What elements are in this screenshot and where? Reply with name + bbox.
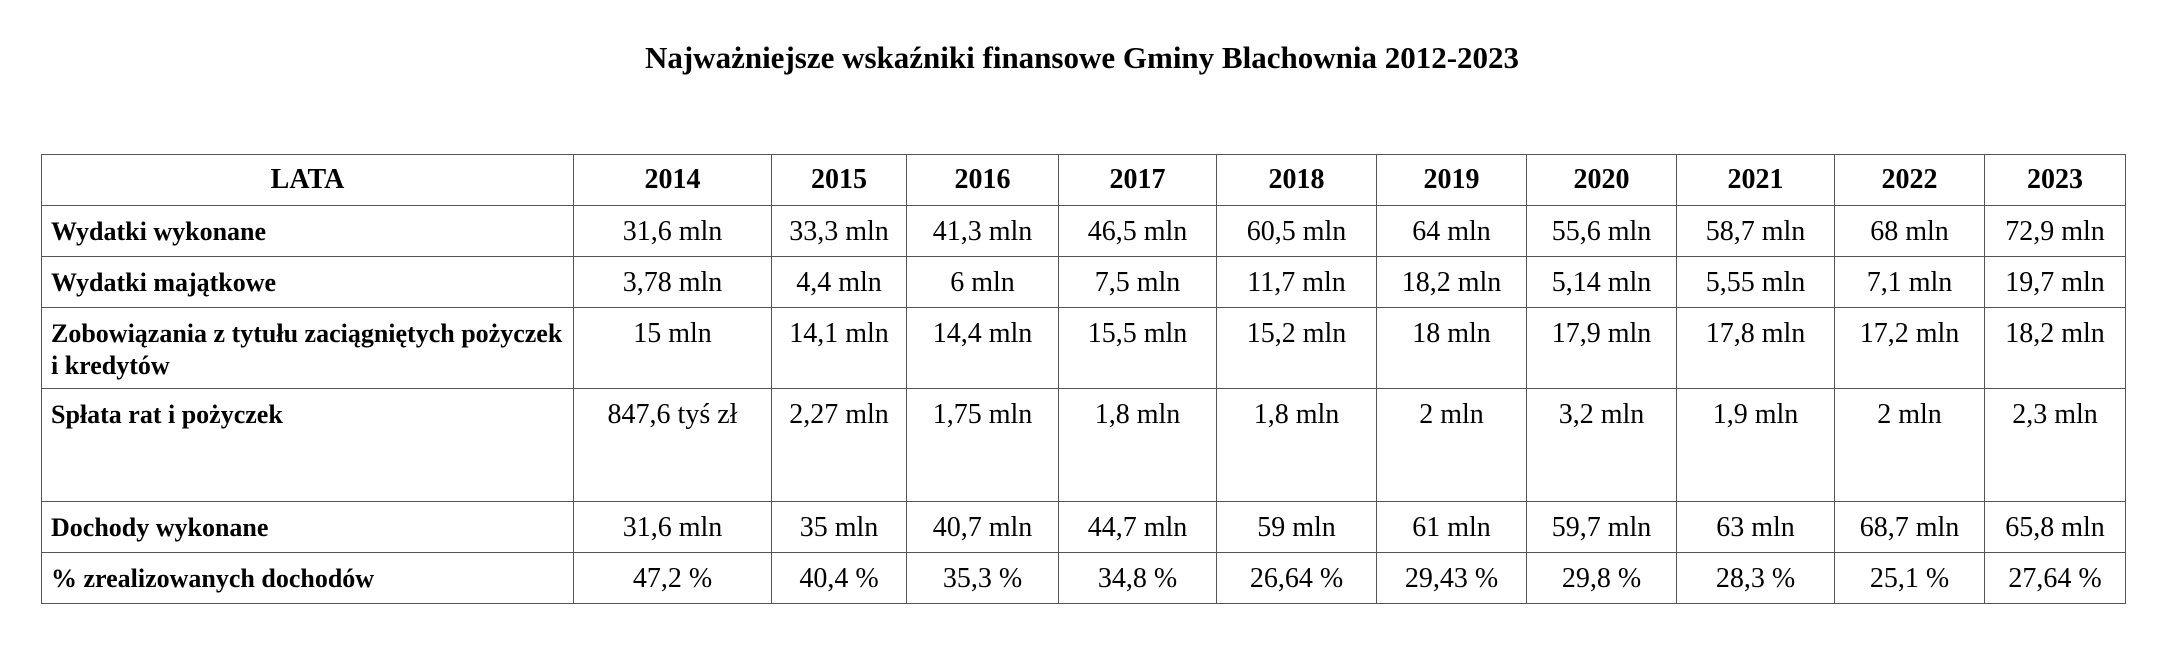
row-label: Spłata rat i pożyczek [41,388,574,502]
table-cell: 1,75 mln [906,388,1059,502]
year-header: 2015 [771,154,907,206]
table-cell: 17,9 mln [1526,307,1677,389]
table-cell: 1,8 mln [1058,388,1217,502]
table-cell: 2,3 mln [1984,388,2126,502]
row-label: Wydatki majątkowe [41,256,574,308]
table-cell: 68 mln [1834,205,1985,257]
year-header: 2020 [1526,154,1677,206]
table-cell: 847,6 tyś zł [573,388,772,502]
year-header: 2018 [1216,154,1377,206]
table-cell: 59,7 mln [1526,501,1677,553]
table-cell: 46,5 mln [1058,205,1217,257]
table-row: Zobowiązania z tytułu zaciągniętych poży… [41,307,2126,389]
table-cell: 1,8 mln [1216,388,1377,502]
table-cell: 35,3 % [906,552,1059,604]
table-cell: 17,2 mln [1834,307,1985,389]
table-cell: 25,1 % [1834,552,1985,604]
table-cell: 44,7 mln [1058,501,1217,553]
year-header: 2017 [1058,154,1217,206]
table-row: Wydatki wykonane 31,6 mln 33,3 mln 41,3 … [41,205,2126,257]
table-cell: 28,3 % [1676,552,1835,604]
table-cell: 59 mln [1216,501,1377,553]
table-cell: 47,2 % [573,552,772,604]
table-cell: 34,8 % [1058,552,1217,604]
table-cell: 3,78 mln [573,256,772,308]
table-cell: 6 mln [906,256,1059,308]
table-cell: 1,9 mln [1676,388,1835,502]
table-cell: 35 mln [771,501,907,553]
table-cell: 18,2 mln [1984,307,2126,389]
table-cell: 7,5 mln [1058,256,1217,308]
table-cell: 29,43 % [1376,552,1527,604]
table-cell: 14,1 mln [771,307,907,389]
table-cell: 40,7 mln [906,501,1059,553]
table-cell: 64 mln [1376,205,1527,257]
table-cell: 41,3 mln [906,205,1059,257]
header-label: LATA [41,154,574,206]
page-title: Najważniejsze wskaźniki finansowe Gminy … [644,40,1520,75]
table-cell: 68,7 mln [1834,501,1985,553]
table-cell: 5,14 mln [1526,256,1677,308]
table-cell: 18 mln [1376,307,1527,389]
table-cell: 72,9 mln [1984,205,2126,257]
table-cell: 55,6 mln [1526,205,1677,257]
year-header: 2019 [1376,154,1527,206]
table-cell: 31,6 mln [573,501,772,553]
table-cell: 29,8 % [1526,552,1677,604]
table-cell: 31,6 mln [573,205,772,257]
table-cell: 17,8 mln [1676,307,1835,389]
table-cell: 11,7 mln [1216,256,1377,308]
table-row: % zrealizowanych dochodów 47,2 % 40,4 % … [41,552,2126,604]
row-label: % zrealizowanych dochodów [41,552,574,604]
year-header: 2016 [906,154,1059,206]
table-cell: 19,7 mln [1984,256,2126,308]
table-row: Spłata rat i pożyczek 847,6 tyś zł 2,27 … [41,388,2126,502]
table-row: Dochody wykonane 31,6 mln 35 mln 40,7 ml… [41,501,2126,553]
table-cell: 2 mln [1376,388,1527,502]
table-row: Wydatki majątkowe 3,78 mln 4,4 mln 6 mln… [41,256,2126,308]
table-cell: 2,27 mln [771,388,907,502]
year-header: 2021 [1676,154,1835,206]
table-header-row: LATA 2014 2015 2016 2017 2018 2019 2020 … [41,154,2126,206]
table-cell: 15,5 mln [1058,307,1217,389]
table-cell: 15 mln [573,307,772,389]
year-header: 2022 [1834,154,1985,206]
table-cell: 40,4 % [771,552,907,604]
table-cell: 33,3 mln [771,205,907,257]
table-cell: 58,7 mln [1676,205,1835,257]
table-cell: 18,2 mln [1376,256,1527,308]
year-header: 2014 [573,154,772,206]
table-cell: 60,5 mln [1216,205,1377,257]
row-label: Wydatki wykonane [41,205,574,257]
table-cell: 15,2 mln [1216,307,1377,389]
table-cell: 63 mln [1676,501,1835,553]
row-label: Dochody wykonane [41,501,574,553]
table-cell: 5,55 mln [1676,256,1835,308]
table-cell: 65,8 mln [1984,501,2126,553]
table-cell: 3,2 mln [1526,388,1677,502]
year-header: 2023 [1984,154,2126,206]
row-label: Zobowiązania z tytułu zaciągniętych poży… [41,307,574,389]
table-cell: 2 mln [1834,388,1985,502]
table-cell: 7,1 mln [1834,256,1985,308]
financial-indicators-table: LATA 2014 2015 2016 2017 2018 2019 2020 … [41,154,2126,604]
table-cell: 61 mln [1376,501,1527,553]
table-cell: 26,64 % [1216,552,1377,604]
table-cell: 4,4 mln [771,256,907,308]
table-cell: 27,64 % [1984,552,2126,604]
table-cell: 14,4 mln [906,307,1059,389]
